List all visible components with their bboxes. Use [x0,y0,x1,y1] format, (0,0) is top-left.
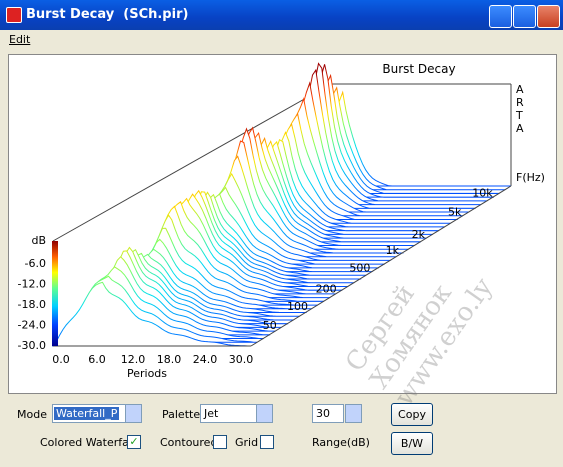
period-tick-label: 0.0 [52,353,70,366]
menu-bar: Edit [0,30,563,48]
db-tick-label: -18.0 [18,298,46,311]
db-tick-label: -24.0 [18,319,46,332]
dropdown-arrow [256,405,272,422]
colored-waterfall-checkbox[interactable]: ✓ [127,435,141,449]
palette-label: Palette [162,408,201,421]
waterfall-slice [51,281,251,347]
mode-label: Mode [17,408,47,421]
mode-select[interactable]: Waterfall_P [52,404,142,423]
waterfall-slice [276,81,476,209]
period-tick-label: 30.0 [229,353,254,366]
freq-tick-label: 100 [287,300,308,313]
db-tick-label: -12.0 [18,278,46,291]
palette-select[interactable]: Jet [200,404,273,423]
period-tick-label: 6.0 [88,353,106,366]
db-tick-label: -6.0 [25,257,46,270]
range-label: Range(dB) [312,436,370,449]
period-label: Periods [127,367,167,380]
waterfall-slice [288,62,488,203]
waterfall-slice [293,64,495,199]
minimize-button[interactable] [489,5,512,28]
range-input[interactable]: 30 [312,404,344,423]
color-bar [52,241,58,346]
bw-button[interactable]: B/W [391,432,433,455]
freq-tick-label: 500 [349,262,370,275]
period-tick-label: 12.0 [121,353,146,366]
close-button[interactable] [537,5,560,28]
mode-value: Waterfall_P [54,407,120,420]
brand-letter: A [516,83,524,96]
db-tick-label: -30.0 [18,339,46,352]
maximize-button[interactable] [513,5,536,28]
window-title: Burst Decay (SCh.pir) [26,7,189,22]
dropdown-arrow [125,405,141,422]
freq-tick-label: 10k [472,186,493,199]
app-icon [6,7,22,23]
period-tick-label: 18.0 [157,353,182,366]
contoured-checkbox[interactable] [213,435,227,449]
contoured-label: Contoured [160,436,218,449]
freq-label: F(Hz) [516,171,545,184]
freq-tick-label: 5k [448,206,462,219]
title-bar: Burst Decay (SCh.pir) [0,0,563,30]
palette-value: Jet [204,407,219,420]
db-label: dB [31,234,46,247]
freq-tick-label: 200 [316,282,337,295]
freq-tick-label: 2k [412,228,426,241]
range-spinner[interactable] [345,404,362,423]
brand-letter: T [515,109,523,122]
waterfall-slice [282,68,481,206]
brand-letter: R [516,96,524,109]
menu-item[interactable]: Edit [9,33,31,46]
range-value: 30 [316,407,330,420]
copy-button[interactable]: Copy [391,403,433,426]
grid-label: Grid [235,436,259,449]
freq-tick-label: 1k [386,244,400,257]
grid-checkbox[interactable] [260,435,274,449]
brand-letter: A [516,122,524,135]
axis-line [250,185,512,347]
freq-tick-label: 50 [263,319,277,332]
waterfall-slice [306,86,506,191]
waterfall-slice [300,73,500,194]
plot-title: Burst Decay [382,62,455,76]
colored-waterfall-label: Colored Waterfall [40,436,135,449]
axis-line [52,83,332,242]
period-tick-label: 24.0 [193,353,218,366]
